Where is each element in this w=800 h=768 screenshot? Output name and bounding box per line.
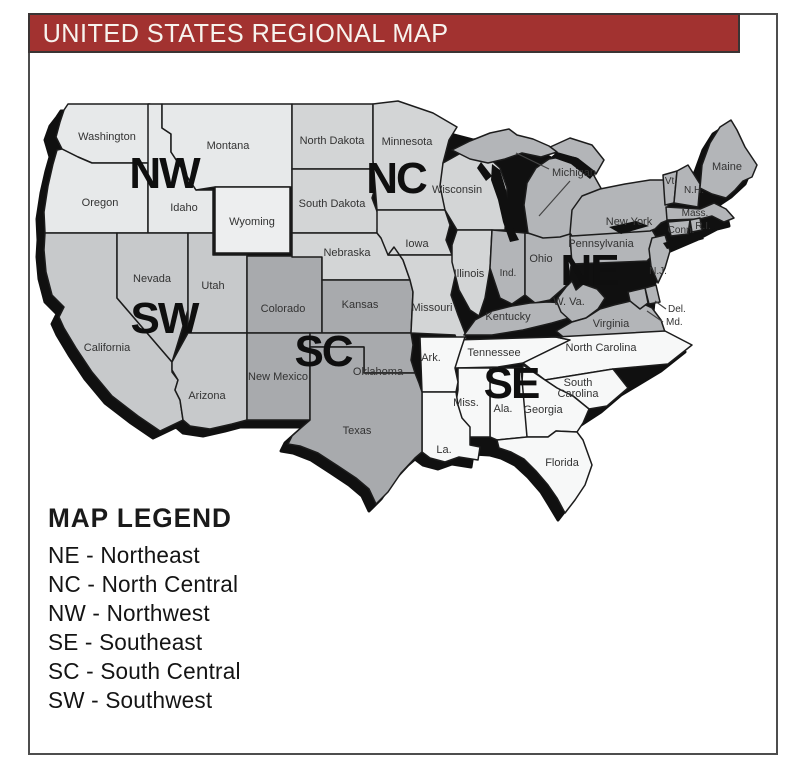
state-texas-shape <box>287 346 423 505</box>
state-arizona-shape <box>171 332 248 430</box>
state-missouri-label: Missouri <box>412 302 453 314</box>
state-arizona-label: Arizona <box>188 390 226 402</box>
state-nebraska-label: Nebraska <box>323 247 371 259</box>
state-minnesota-label: Minnesota <box>382 136 434 148</box>
state-nevada-shape <box>116 232 189 363</box>
page-title: UNITED STATES REGIONAL MAP <box>42 17 449 48</box>
state-michigan-upper-shape <box>451 128 558 164</box>
state-utah-label: Utah <box>201 280 224 292</box>
callout-leaders <box>515 152 667 323</box>
state-north-carolina-label: North Carolina <box>566 342 638 354</box>
state-south-carolina-label: Carolina <box>558 388 600 400</box>
state-virginia-label: Virginia <box>593 318 630 330</box>
state-new-hampshire-shape <box>673 164 701 208</box>
legend-item-nw: NW - Northwest <box>48 600 210 626</box>
lake-huron-shape <box>551 152 596 179</box>
state-new-jersey-shape <box>648 234 671 284</box>
state-north-dakota-label: North Dakota <box>300 135 366 147</box>
state-alabama-label: Ala. <box>494 403 513 415</box>
region-label-sw: SW <box>131 294 200 343</box>
state-maine-shape <box>699 119 758 199</box>
state-vermont-label: Vt. <box>665 176 677 187</box>
michigan-leader-line <box>538 180 571 217</box>
long-island-shape <box>663 233 704 249</box>
state-georgia-label: Georgia <box>523 404 563 416</box>
state-oklahoma-label: Oklahoma <box>353 366 404 378</box>
state-minnesota-shape <box>372 100 458 211</box>
state-rhode-island-shape <box>689 217 703 233</box>
state-louisiana-label: La. <box>436 444 451 456</box>
state-west-virginia-shape <box>555 280 606 323</box>
state-colorado-shape <box>246 255 323 334</box>
state-massachusetts-label: Mass. <box>682 208 709 219</box>
state-oregon-label: Oregon <box>82 197 119 209</box>
lakes-layer <box>477 152 704 249</box>
state-massachusetts-shape <box>665 202 735 223</box>
green-bay-shape <box>477 162 492 181</box>
state-ohio-label: Ohio <box>529 253 552 265</box>
state-new-jersey-label: N.J. <box>649 266 667 277</box>
region-label-nw: NW <box>129 149 201 198</box>
state-connecticut-label: Conn. <box>668 225 695 236</box>
state-florida-shape <box>496 430 593 514</box>
region-label-sc: SC <box>294 327 352 376</box>
state-louisiana-shape <box>421 391 481 463</box>
state-arkansas-label: Ark. <box>421 352 441 364</box>
state-new-mexico-label: New Mexico <box>248 371 308 383</box>
state-new-hampshire-label: N.H. <box>684 185 704 196</box>
state-idaho-label: Idaho <box>170 202 198 214</box>
state-iowa-label: Iowa <box>405 238 429 250</box>
state-maine-label: Maine <box>712 161 742 173</box>
legend-item-se: SE - Southeast <box>48 629 203 655</box>
states-layer <box>43 100 758 514</box>
state-maryland-label: Md. <box>666 317 683 328</box>
state-wisconsin-label: Wisconsin <box>432 184 482 196</box>
michigan-leader-line <box>515 152 550 170</box>
legend-item-ne: NE - Northeast <box>48 542 200 568</box>
state-michigan-label: Michigan <box>552 167 596 179</box>
state-nevada-label: Nevada <box>133 273 172 285</box>
state-florida-label: Florida <box>545 457 580 469</box>
state-pennsylvania-label: Pennsylvania <box>568 238 634 250</box>
state-connecticut-shape <box>667 219 691 237</box>
lake-michigan-shape <box>491 164 519 242</box>
legend-item-sc: SC - South Central <box>48 658 241 684</box>
region-labels-layer: NW NC NE SW SC SE <box>129 149 620 408</box>
state-maryland-shape <box>627 287 649 310</box>
state-wyoming-label: Wyoming <box>229 216 275 228</box>
state-wyoming-shape <box>214 186 291 254</box>
state-rhode-island-label: R.I. <box>695 221 711 232</box>
state-indiana-label: Ind. <box>500 268 517 279</box>
state-tennessee-label: Tennessee <box>467 347 520 359</box>
state-delaware-label: Del. <box>668 304 686 315</box>
state-new-york-label: New York <box>606 216 653 228</box>
maryland-leader-line <box>646 310 664 323</box>
state-montana-label: Montana <box>207 140 251 152</box>
state-illinois-label: Illinois <box>454 268 485 280</box>
state-mississippi-label: Miss. <box>453 397 479 409</box>
state-texas-label: Texas <box>343 425 372 437</box>
state-south-carolina-label: South <box>564 377 593 389</box>
state-colorado-label: Colorado <box>261 303 306 315</box>
state-kentucky-label: Kentucky <box>485 311 531 323</box>
state-california-label: California <box>84 342 131 354</box>
state-kansas-label: Kansas <box>342 299 379 311</box>
state-washington-label: Washington <box>78 131 136 143</box>
legend-item-sw: SW - Southwest <box>48 687 213 713</box>
region-label-nc: NC <box>366 154 427 203</box>
state-south-dakota-label: South Dakota <box>299 198 367 210</box>
delaware-leader-line <box>654 300 667 310</box>
state-labels-layer: Washington Oregon Idaho Montana Wyoming … <box>78 131 742 469</box>
legend-title: MAP LEGEND <box>48 503 232 533</box>
state-west-virginia-label: W. Va. <box>553 296 585 308</box>
lake-erie-shape <box>609 221 649 234</box>
map-legend: MAP LEGEND NE - Northeast NC - North Cen… <box>48 503 245 715</box>
header-bar: UNITED STATES REGIONAL MAP <box>28 13 740 53</box>
region-label-se: SE <box>484 359 539 408</box>
region-label-ne: NE <box>560 246 618 295</box>
legend-item-nc: NC - North Central <box>48 571 239 597</box>
